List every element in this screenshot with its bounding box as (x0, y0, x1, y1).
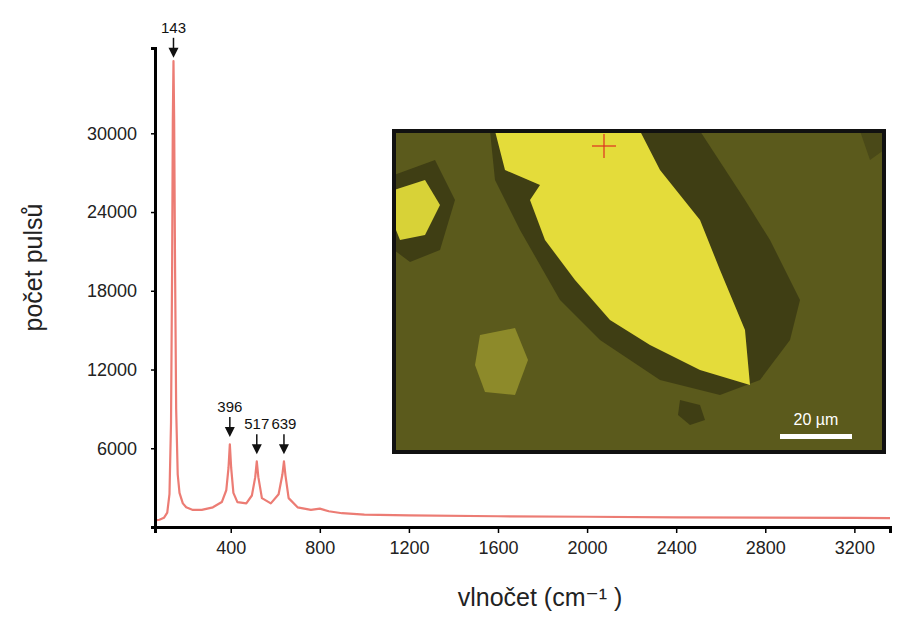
x-tick-mark (230, 527, 232, 533)
y-tick-mark (151, 369, 155, 371)
y-tick-mark (151, 212, 155, 214)
x-tick-mark (765, 527, 767, 533)
x-axis-line (156, 528, 891, 534)
scale-bar-label: 20 µm (794, 411, 839, 428)
inset: 20 µm (394, 131, 884, 452)
x-tick-label: 2400 (657, 538, 697, 558)
scale-bar (780, 434, 852, 439)
x-tick-label: 400 (216, 538, 246, 558)
x-tick-mark (854, 527, 856, 533)
y-tick-label: 12000 (87, 360, 137, 380)
x-tick-mark (587, 527, 589, 533)
inset-particle (394, 160, 455, 262)
x-tick: 1200 (389, 527, 429, 558)
x-tick: 400 (216, 527, 246, 558)
annotation-label: 396 (217, 398, 242, 415)
annotation-label: 639 (271, 415, 296, 432)
x-axis-title: vlnočet (cm⁻¹ ) (458, 583, 623, 611)
inset-particle (678, 400, 705, 425)
annotations: 143 396517639 (161, 19, 297, 454)
inset-particle (495, 131, 750, 385)
inset-particle (860, 131, 884, 160)
y-tick-mark (151, 291, 155, 293)
y-tick-mark (151, 133, 155, 135)
annotation-label: 143 (161, 19, 186, 36)
x-tick-label: 3200 (835, 538, 875, 558)
y-tick-label: 6000 (97, 439, 137, 459)
x-tick: 2400 (657, 527, 697, 558)
inset-particle (490, 131, 800, 395)
y-tick: 18000 (87, 281, 155, 301)
x-tick-label: 2000 (568, 538, 608, 558)
annotation-arrowhead (252, 444, 262, 454)
y-tick: 24000 (87, 202, 155, 222)
x-tick-mark (498, 527, 500, 533)
x-tick-mark (409, 527, 411, 533)
y-tick-label: 30000 (87, 124, 137, 144)
x-tick-label: 2800 (746, 538, 786, 558)
y-tick: 30000 (87, 124, 155, 144)
y-axis-line (151, 49, 156, 528)
chart: 400 800 1200 1600 2000 2400 2800 3200 6000 12000 1… (0, 0, 897, 626)
y-tick: 6000 (97, 439, 155, 459)
x-tick: 2000 (568, 527, 608, 558)
y-tick: 12000 (87, 360, 155, 380)
annotation-label: 517 (244, 415, 269, 432)
annotation-arrowhead (168, 48, 178, 58)
y-tick-mark (151, 448, 155, 450)
x-tick-label: 1600 (478, 538, 518, 558)
inset-crosshair (603, 134, 604, 158)
inset-particle (394, 180, 440, 240)
x-tick: 1600 (478, 527, 518, 558)
x-tick-mark (676, 527, 678, 533)
annotation-arrowhead (279, 444, 289, 454)
x-tick: 2800 (746, 527, 786, 558)
x-tick-label: 1200 (389, 538, 429, 558)
inset-frame (394, 131, 884, 452)
inset-particle (475, 328, 528, 395)
x-tick-label: 800 (305, 538, 335, 558)
inset-background (394, 131, 884, 452)
inset-image (394, 131, 884, 425)
x-tick-mark (320, 527, 322, 533)
x-tick: 800 (305, 527, 335, 558)
y-axis-title: počet pulsů (19, 204, 47, 332)
y-tick-label: 24000 (87, 202, 137, 222)
y-tick-label: 18000 (87, 281, 137, 301)
plot-area (155, 61, 890, 520)
x-axis: 400 800 1200 1600 2000 2400 2800 3200 (156, 527, 891, 558)
spectrum-line (155, 61, 890, 520)
y-axis: 6000 12000 18000 24000 30000 (87, 49, 156, 528)
annotation-arrowhead (225, 427, 235, 437)
x-tick: 3200 (835, 527, 875, 558)
